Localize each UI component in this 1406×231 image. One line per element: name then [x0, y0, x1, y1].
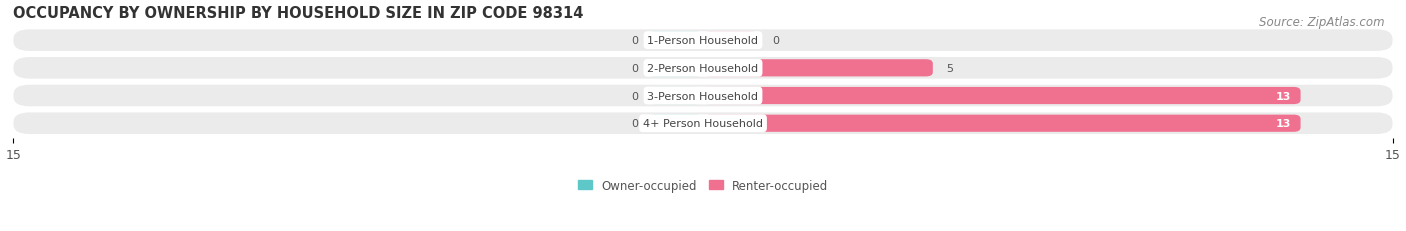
- Text: 0: 0: [772, 36, 779, 46]
- FancyBboxPatch shape: [703, 88, 1301, 105]
- Text: Source: ZipAtlas.com: Source: ZipAtlas.com: [1260, 16, 1385, 29]
- Text: 0: 0: [631, 36, 638, 46]
- Legend: Owner-occupied, Renter-occupied: Owner-occupied, Renter-occupied: [578, 179, 828, 192]
- Text: 3-Person Household: 3-Person Household: [648, 91, 758, 101]
- FancyBboxPatch shape: [648, 115, 703, 132]
- Text: 5: 5: [946, 64, 953, 73]
- FancyBboxPatch shape: [703, 60, 932, 77]
- Text: 0: 0: [631, 64, 638, 73]
- FancyBboxPatch shape: [14, 58, 1392, 79]
- Text: 1-Person Household: 1-Person Household: [648, 36, 758, 46]
- Text: 0: 0: [631, 119, 638, 129]
- Text: 2-Person Household: 2-Person Household: [647, 64, 759, 73]
- FancyBboxPatch shape: [14, 30, 1392, 52]
- FancyBboxPatch shape: [648, 88, 703, 105]
- FancyBboxPatch shape: [648, 32, 703, 49]
- FancyBboxPatch shape: [703, 115, 1301, 132]
- Text: OCCUPANCY BY OWNERSHIP BY HOUSEHOLD SIZE IN ZIP CODE 98314: OCCUPANCY BY OWNERSHIP BY HOUSEHOLD SIZE…: [14, 6, 583, 21]
- Text: 0: 0: [631, 91, 638, 101]
- Text: 13: 13: [1277, 119, 1291, 129]
- FancyBboxPatch shape: [14, 113, 1392, 134]
- Text: 13: 13: [1277, 91, 1291, 101]
- Text: 4+ Person Household: 4+ Person Household: [643, 119, 763, 129]
- FancyBboxPatch shape: [703, 32, 758, 49]
- FancyBboxPatch shape: [648, 60, 703, 77]
- FancyBboxPatch shape: [14, 85, 1392, 107]
